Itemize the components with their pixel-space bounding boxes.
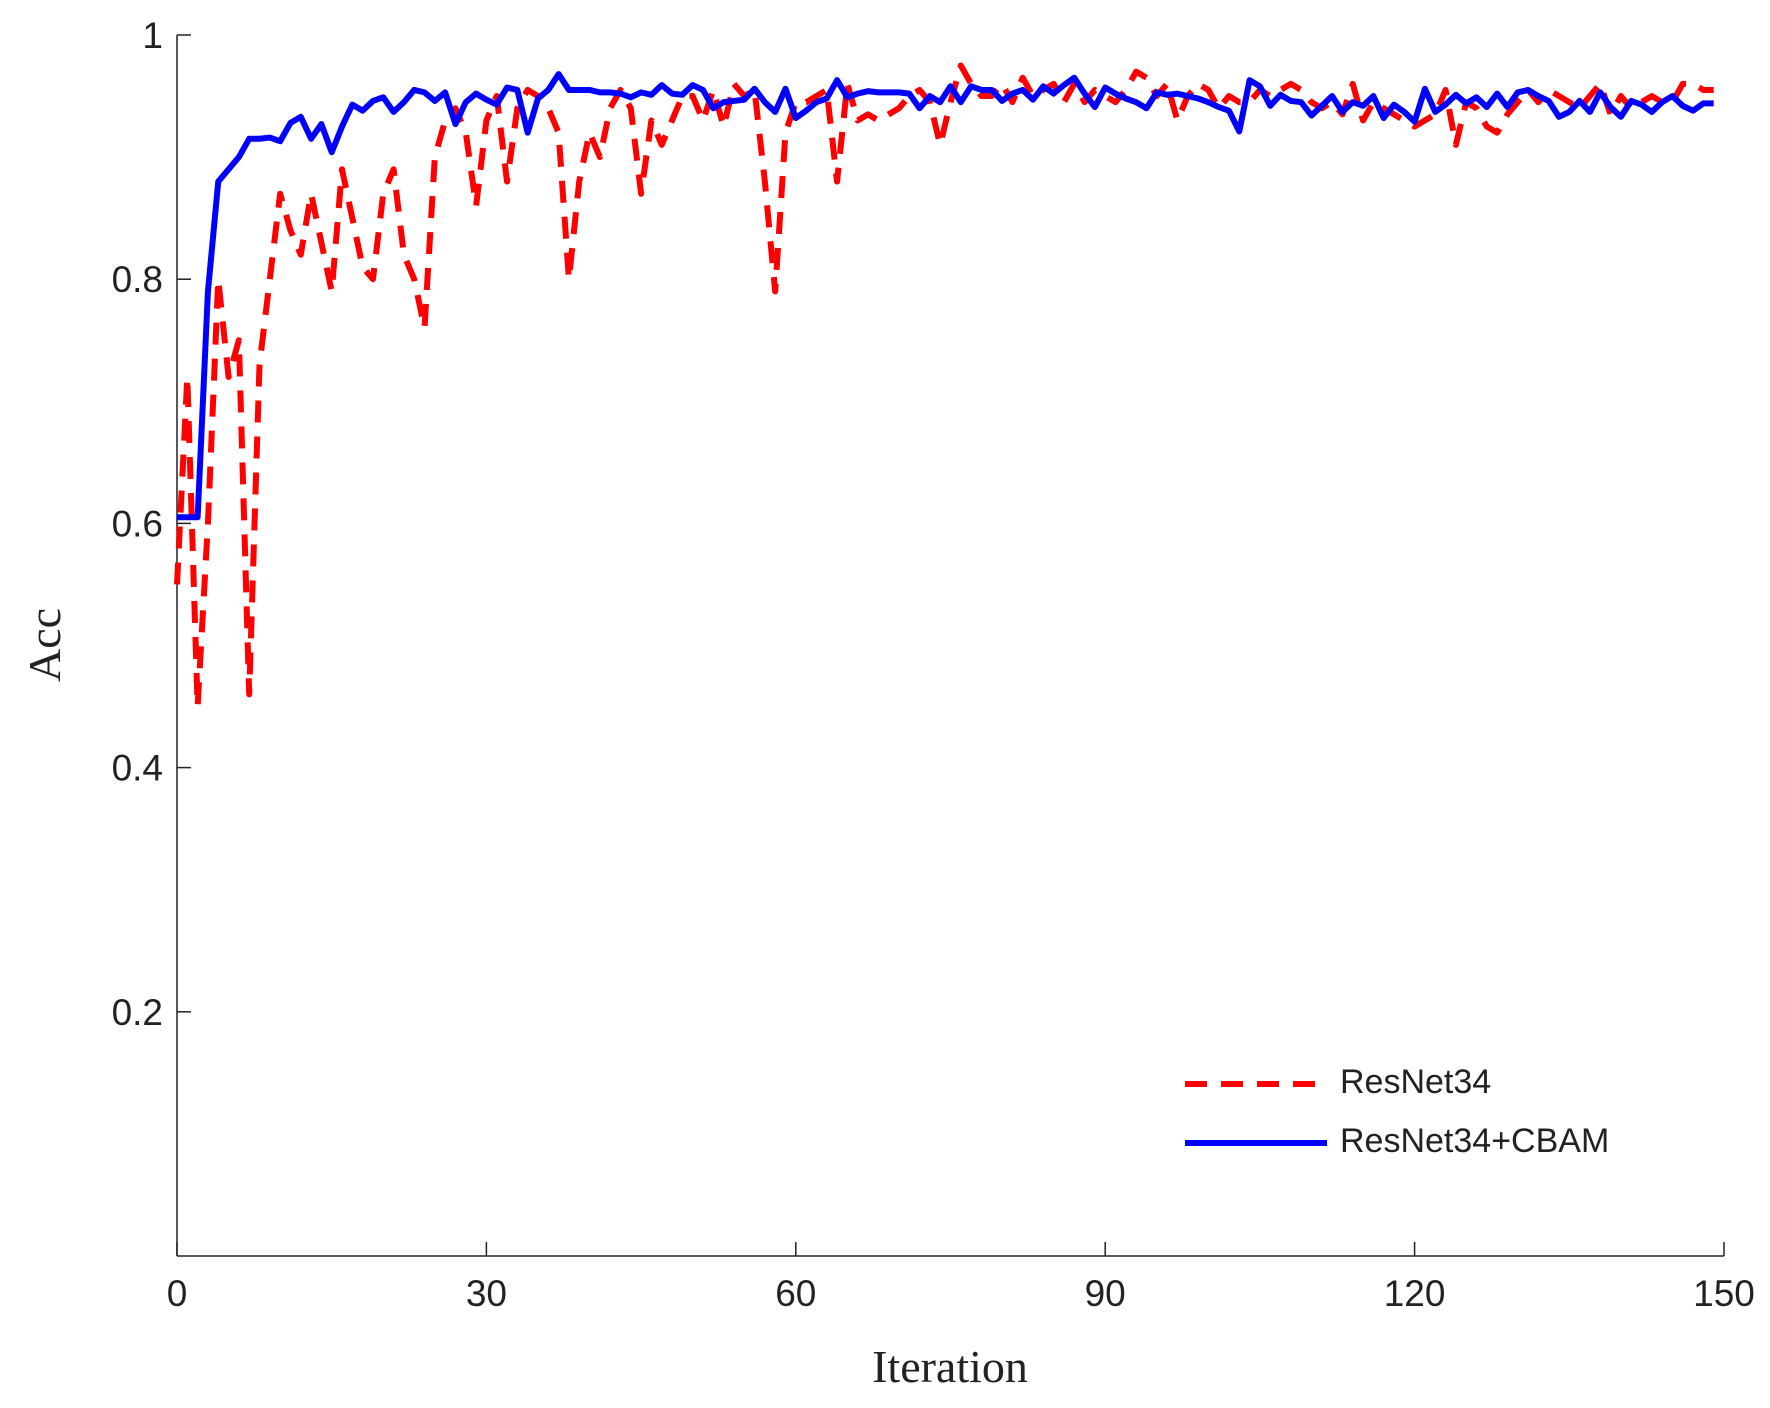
y-tick-label: 0.6 — [112, 503, 163, 544]
x-tick-label: 60 — [775, 1273, 816, 1314]
x-tick-label: 120 — [1384, 1273, 1446, 1314]
y-tick-label: 0.4 — [112, 748, 163, 789]
legend-label: ResNet34+CBAM — [1340, 1122, 1609, 1160]
x-tick-label: 0 — [167, 1273, 188, 1314]
x-tick-label: 150 — [1693, 1273, 1755, 1314]
x-tick-label: 90 — [1085, 1273, 1126, 1314]
y-tick-label: 0.2 — [112, 992, 163, 1033]
y-axis-title: Acc — [19, 608, 70, 682]
x-tick-label: 30 — [466, 1273, 507, 1314]
data-line — [177, 71, 1714, 521]
legend-label: ResNet34 — [1340, 1063, 1491, 1101]
x-axis-title: Iteration — [872, 1341, 1028, 1392]
y-tick-label: 0.8 — [112, 259, 163, 300]
y-tick-label: 1 — [142, 15, 163, 56]
data-line — [174, 62, 1714, 710]
